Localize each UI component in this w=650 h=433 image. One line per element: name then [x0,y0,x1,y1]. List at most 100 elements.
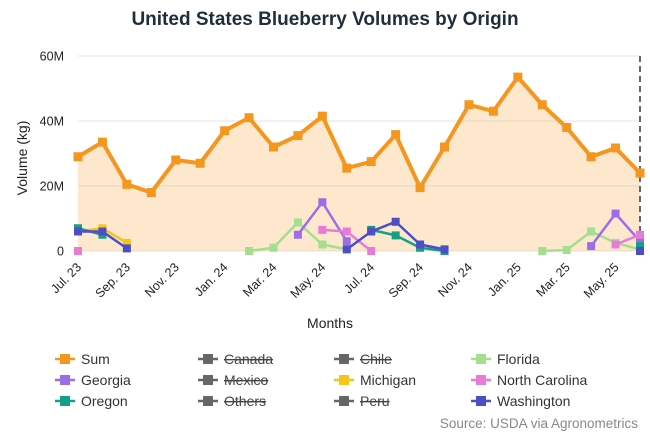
data-point[interactable] [342,245,351,254]
legend-label: Georgia [81,372,131,388]
data-point[interactable] [391,217,400,226]
legend-item-sum[interactable]: Sum [55,351,110,367]
data-point[interactable] [245,247,254,255]
data-point[interactable] [562,246,571,255]
data-point[interactable] [195,158,205,168]
series-area-sum [78,77,640,251]
data-point[interactable] [268,142,278,152]
legend-item-washington[interactable]: Washington [471,393,570,409]
data-point[interactable] [367,227,376,236]
y-axis-label: Volume (kg) [14,121,30,196]
source-note: Source: USDA via Agronometrics [440,416,638,431]
data-point[interactable] [97,137,107,147]
data-point[interactable] [636,247,644,255]
legend-item-peru[interactable]: Peru [334,393,390,409]
legend-marker [476,396,486,406]
data-point[interactable] [367,247,376,255]
x-tick-label: May. 24 [288,260,329,301]
data-point[interactable] [342,163,352,173]
data-point[interactable] [244,113,254,123]
data-point[interactable] [342,237,351,246]
legend-item-michigan[interactable]: Michigan [334,372,416,388]
legend-item-florida[interactable]: Florida [471,351,540,367]
series-sum[interactable] [73,72,645,197]
data-point[interactable] [415,183,425,193]
series-georgia[interactable] [293,198,644,251]
data-point[interactable] [171,155,181,165]
data-point[interactable] [611,209,620,218]
data-point[interactable] [146,188,156,197]
data-point[interactable] [513,72,523,82]
x-tick-label: Sep. 23 [93,260,133,300]
data-point[interactable] [220,126,230,136]
legend-marker [60,396,70,406]
legend-label: Peru [360,393,390,409]
data-point[interactable] [342,227,351,236]
x-tick-label: Jan. 25 [485,260,524,299]
data-point[interactable] [416,240,425,249]
legend-item-georgia[interactable]: Georgia [55,372,131,388]
legend-item-others[interactable]: Others [198,393,266,409]
data-point[interactable] [636,242,644,251]
data-point[interactable] [317,111,327,121]
data-point[interactable] [293,131,303,141]
data-point[interactable] [122,238,131,247]
data-point[interactable] [586,152,596,162]
legend-marker [476,354,486,364]
x-tick-label: Sep. 24 [386,260,426,300]
data-point[interactable] [636,237,644,246]
data-point[interactable] [440,142,450,152]
data-point[interactable] [74,247,82,255]
data-point[interactable] [73,152,83,162]
series-north-carolina[interactable] [74,225,644,255]
data-point[interactable] [318,198,327,207]
legend-label: North Carolina [497,372,587,388]
data-point[interactable] [488,106,498,116]
data-point[interactable] [269,243,278,252]
data-point[interactable] [74,227,82,236]
legend-item-mexico[interactable]: Mexico [198,372,269,388]
data-point[interactable] [391,231,400,240]
series-line [370,228,445,253]
data-point[interactable] [562,123,572,132]
y-tick-label: 40M [40,115,64,129]
data-point[interactable] [391,130,401,140]
data-point[interactable] [636,230,644,239]
data-point[interactable] [293,230,302,239]
data-point[interactable] [611,240,620,249]
data-point[interactable] [318,240,327,249]
data-point[interactable] [587,227,596,236]
x-tick-label: Mar. 25 [533,260,572,299]
data-point[interactable] [611,143,621,153]
data-point[interactable] [122,244,131,253]
legend-item-canada[interactable]: Canada [198,351,273,367]
data-point[interactable] [293,218,302,227]
data-point[interactable] [440,245,449,254]
data-point[interactable] [537,100,547,110]
chart-title: United States Blueberry Volumes by Origi… [131,9,518,30]
plot-area[interactable] [73,56,645,255]
data-point[interactable] [464,100,474,110]
legend-label: Florida [497,351,540,367]
data-point[interactable] [318,225,327,234]
legend-item-north-carolina[interactable]: North Carolina [471,372,587,388]
legend-label: Others [224,393,266,409]
series-washington[interactable] [74,217,644,255]
data-point[interactable] [635,168,645,178]
x-tick-label: Jan. 24 [192,260,231,299]
x-tick-label: Jul. 24 [341,260,377,296]
legend-marker [203,375,213,385]
data-point[interactable] [538,247,547,255]
legend[interactable]: Sum Canada Chile Florida Georgia Mexico Michig… [55,351,587,409]
legend-item-chile[interactable]: Chile [334,351,392,367]
legend-label: Michigan [360,372,416,388]
legend-item-oregon[interactable]: Oregon [55,393,128,409]
data-point[interactable] [122,179,132,189]
data-point[interactable] [98,227,107,236]
legend-marker [60,354,70,364]
data-point[interactable] [587,242,596,251]
y-axis-ticks: 0 20M 40M 60M [40,50,64,259]
legend-label: Oregon [81,393,128,409]
data-point[interactable] [366,157,376,167]
